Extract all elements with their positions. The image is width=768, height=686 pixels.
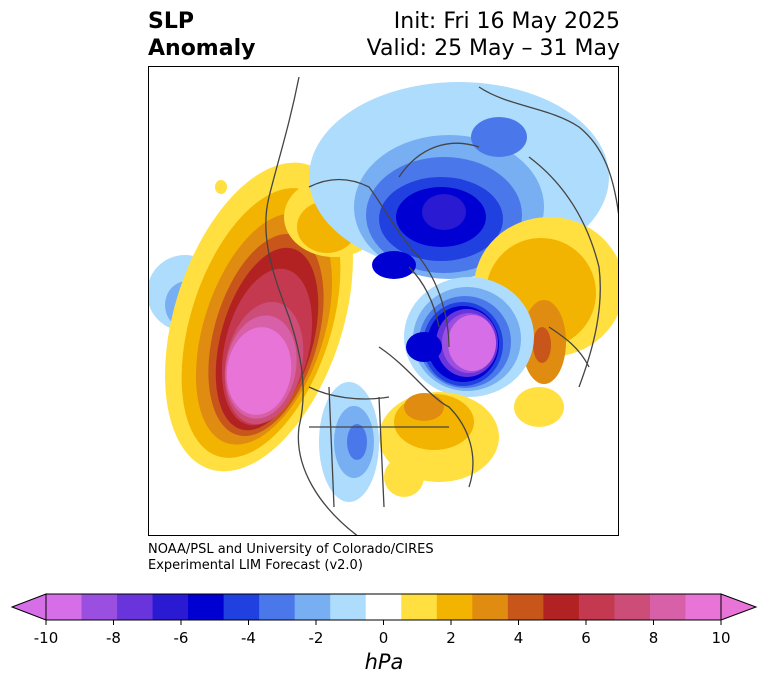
colorbar-segment [117,594,154,620]
credit-text: NOAA/PSL and University of Colorado/CIRE… [148,542,434,574]
colorbar-tick-label: -6 [174,629,189,647]
eastern-us-high [379,392,499,497]
colorbar-tick-label: -8 [106,629,121,647]
east-pacific-high [165,162,353,472]
colorbar-segment [223,594,260,620]
colorbar: -10 -8 -6 -4 -2 0 2 4 6 8 10 hPa [10,593,758,674]
arctic-low [309,82,609,279]
colorbar-segment [507,594,544,620]
coastlines [265,76,618,535]
colorbar-tick-label: 2 [446,629,456,647]
colorbar-segment [472,594,509,620]
colorbar-unit: hPa [365,650,404,674]
colorbar-segment [152,594,189,620]
valid-range: Valid: 25 May – 31 May [366,36,620,61]
colorbar-segment [81,594,118,620]
credit-line-1: NOAA/PSL and University of Colorado/CIRE… [148,542,434,557]
colorbar-tick-label: 10 [711,629,730,647]
colorbar-segment [401,594,438,620]
forecast-dates: Init: Fri 16 May 2025 Valid: 25 May – 31… [367,8,620,62]
colorbar-tick-label: -4 [241,629,256,647]
colorbar-segment [685,594,722,620]
colorbar-segment [649,594,686,620]
colorbar-tick-label: -2 [309,629,324,647]
colorbar-ticks: -10 -8 -6 -4 -2 0 2 4 6 8 10 [34,620,731,647]
north-atlantic-low [404,277,534,397]
anomaly-map [149,76,618,535]
central-us-low [319,382,379,502]
colorbar-over-arrow [720,593,758,621]
title-line-1: SLP [148,9,194,34]
colorbar-segment [365,594,402,620]
colorbar-segment [436,594,473,620]
init-date: Init: Fri 16 May 2025 [393,9,620,34]
colorbar-tick-label: 0 [379,629,389,647]
colorbar-under-arrow [10,593,47,621]
colorbar-tick-label: 4 [514,629,524,647]
colorbar-tick-label: 6 [581,629,591,647]
title-line-2: Anomaly [148,36,256,61]
colorbar-segment [259,594,296,620]
colorbar-segment [294,594,331,620]
colorbar-segment [46,594,83,620]
map-panel [148,66,619,536]
map-title: SLP Anomaly [148,8,255,62]
colorbar-segment [543,594,580,620]
colorbar-segment [614,594,651,620]
colorbar-segment [188,594,225,620]
colorbar-tick-label: 8 [649,629,659,647]
colorbar-tick-label: -10 [34,629,59,647]
colorbar-segments [10,593,758,621]
colorbar-segment [330,594,367,620]
colorbar-segment [578,594,615,620]
credit-line-2: Experimental LIM Forecast (v2.0) [148,558,363,573]
